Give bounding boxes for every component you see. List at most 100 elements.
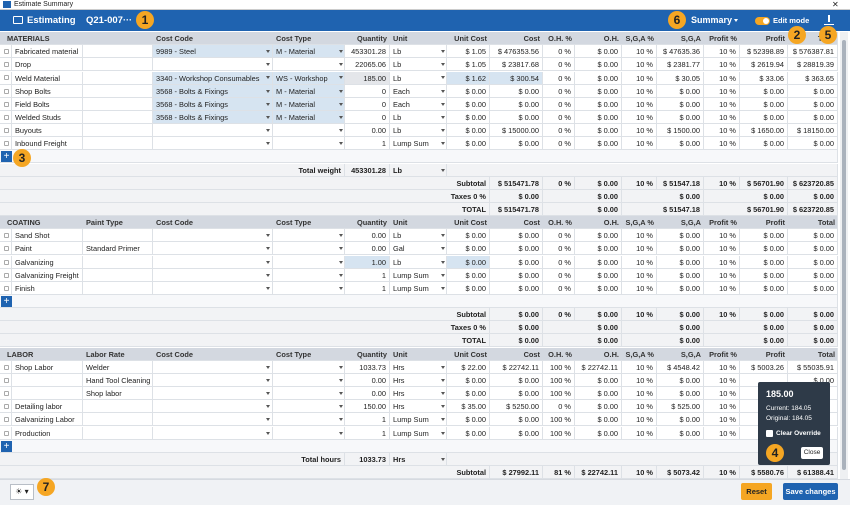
profit-cell[interactable]: $ 0.00 [740, 281, 788, 295]
sga-pct-cell[interactable]: 10 % [622, 45, 657, 59]
sga-cell[interactable]: $ 0.00 [657, 413, 704, 427]
sga-cell[interactable]: $ 2381.77 [657, 58, 704, 72]
dropdown-arrow[interactable] [441, 431, 445, 435]
subtype-cell[interactable]: Shop labor [83, 387, 153, 401]
sga-cell[interactable]: $ 1500.00 [657, 124, 704, 137]
profit-pct-cell[interactable]: 10 % [704, 84, 740, 98]
item-cell[interactable]: Buyouts [12, 124, 83, 137]
sga-pct-cell[interactable]: 10 % [622, 71, 657, 85]
total-cell[interactable]: $ 363.65 [788, 71, 838, 85]
dropdown-arrow[interactable] [339, 365, 343, 369]
cost-cell[interactable]: $ 476353.56 [490, 45, 543, 59]
item-cell[interactable]: Shop Bolts [12, 84, 83, 98]
sga-pct-cell[interactable]: 10 % [622, 97, 657, 111]
dropdown-arrow[interactable] [266, 102, 270, 106]
scroll-thumb[interactable] [842, 40, 846, 470]
item-cell[interactable]: Drop [12, 58, 83, 72]
total-cell[interactable]: $ 0.00 [788, 255, 838, 269]
oh-pct-cell[interactable]: 0 % [543, 97, 575, 111]
cost-code-cell[interactable]: 3340 - Workshop Consumables [153, 71, 273, 85]
oh-cell[interactable]: $ 0.00 [575, 58, 622, 72]
total-cell[interactable]: $ 0.00 [788, 229, 838, 243]
profit-cell[interactable]: $ 1650.00 [740, 124, 788, 137]
profit-cell[interactable]: $ 5003.26 [740, 360, 788, 374]
sga-cell[interactable]: $ 0.00 [657, 268, 704, 282]
cost-cell[interactable]: $ 0.00 [490, 255, 543, 269]
add-row-button[interactable]: + [1, 151, 12, 163]
oh-cell[interactable]: $ 0.00 [575, 71, 622, 85]
cost-code-cell[interactable] [153, 360, 273, 374]
unit-cell[interactable]: Lump Sum [390, 137, 447, 151]
sga-pct-cell[interactable]: 10 % [622, 255, 657, 269]
item-cell[interactable]: Galvanizing Labor [12, 413, 83, 427]
popup-close-button[interactable]: Close [801, 447, 823, 459]
quantity-cell[interactable]: 0 [345, 97, 390, 111]
total-cell[interactable]: $ 55035.91 [788, 360, 838, 374]
clear-override-label[interactable]: Clear Override [776, 430, 821, 437]
cost-type-cell[interactable] [273, 268, 345, 282]
cost-type-cell[interactable] [273, 413, 345, 427]
cost-type-cell[interactable] [273, 426, 345, 440]
item-cell[interactable]: Galvanizing [12, 255, 83, 269]
dropdown-arrow[interactable] [266, 50, 270, 54]
total-cell[interactable]: $ 28819.39 [788, 58, 838, 72]
item-cell[interactable]: Production [12, 426, 83, 440]
oh-pct-cell[interactable]: 0 % [543, 268, 575, 282]
oh-pct-cell[interactable]: 0 % [543, 84, 575, 98]
item-cell[interactable] [12, 387, 83, 401]
oh-cell[interactable]: $ 22742.11 [575, 360, 622, 374]
cost-code-cell[interactable] [153, 413, 273, 427]
unit-cell[interactable]: Hrs [390, 373, 447, 387]
dropdown-arrow[interactable] [266, 405, 270, 409]
oh-pct-cell[interactable]: 100 % [543, 426, 575, 440]
sga-cell[interactable]: $ 47635.36 [657, 45, 704, 59]
dropdown-arrow[interactable] [339, 392, 343, 396]
cost-code-cell[interactable] [153, 255, 273, 269]
oh-cell[interactable]: $ 0.00 [575, 281, 622, 295]
sga-cell[interactable]: $ 0.00 [657, 110, 704, 124]
cost-code-cell[interactable] [153, 124, 273, 137]
subtype-cell[interactable] [83, 229, 153, 243]
unit-cell[interactable]: Lump Sum [390, 426, 447, 440]
profit-pct-cell[interactable]: 10 % [704, 400, 740, 414]
sga-cell[interactable]: $ 0.00 [657, 97, 704, 111]
cost-code-cell[interactable]: 3568 - Bolts & Fixings [153, 84, 273, 98]
cost-type-cell[interactable] [273, 281, 345, 295]
quantity-cell[interactable]: 0 [345, 110, 390, 124]
dropdown-arrow[interactable] [339, 76, 343, 80]
dropdown-arrow[interactable] [441, 286, 445, 290]
oh-pct-cell[interactable]: 0 % [543, 242, 575, 256]
item-cell[interactable]: Welded Studs [12, 110, 83, 124]
total-cell[interactable]: $ 0.00 [788, 268, 838, 282]
subtype-cell[interactable] [83, 255, 153, 269]
profit-pct-cell[interactable]: 10 % [704, 137, 740, 151]
cost-cell[interactable]: $ 0.00 [490, 413, 543, 427]
add-row-button[interactable]: + [1, 296, 12, 307]
unit-cost-cell[interactable]: $ 0.00 [447, 268, 490, 282]
dropdown-arrow[interactable] [441, 392, 445, 396]
profit-pct-cell[interactable]: 10 % [704, 387, 740, 401]
cost-cell[interactable]: $ 300.54 [490, 71, 543, 85]
cost-cell[interactable]: $ 0.00 [490, 97, 543, 111]
sga-cell[interactable]: $ 0.00 [657, 426, 704, 440]
item-cell[interactable]: Galvanizing Freight [12, 268, 83, 282]
cost-cell[interactable]: $ 23817.68 [490, 58, 543, 72]
sga-cell[interactable]: $ 0.00 [657, 387, 704, 401]
unit-cell[interactable]: Each [390, 97, 447, 111]
quantity-cell[interactable]: 185.00 [345, 71, 390, 85]
dropdown-arrow[interactable] [266, 247, 270, 251]
oh-cell[interactable]: $ 0.00 [575, 45, 622, 59]
profit-pct-cell[interactable]: 10 % [704, 281, 740, 295]
item-cell[interactable]: Weld Material [12, 71, 83, 85]
unit-cell[interactable]: Hrs [390, 387, 447, 401]
cost-cell[interactable]: $ 0.00 [490, 110, 543, 124]
dropdown-arrow[interactable] [441, 63, 445, 67]
edit-toggle[interactable] [755, 17, 770, 25]
sga-cell[interactable]: $ 0.00 [657, 255, 704, 269]
oh-cell[interactable]: $ 0.00 [575, 124, 622, 137]
unit-cell[interactable]: Lb [390, 229, 447, 243]
profit-pct-cell[interactable]: 10 % [704, 110, 740, 124]
unit-cell[interactable]: Lump Sum [390, 281, 447, 295]
cost-cell[interactable]: $ 0.00 [490, 137, 543, 151]
oh-pct-cell[interactable]: 0 % [543, 45, 575, 59]
